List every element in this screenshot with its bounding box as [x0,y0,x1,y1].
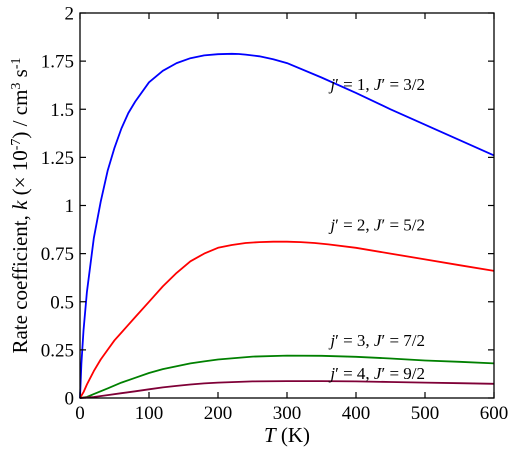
x-tick-label: 100 [135,403,164,424]
y-axis-title-post: ) / cm [8,90,32,139]
y-axis-title-mid: (× 10 [8,150,32,200]
x-tick-label: 500 [411,403,440,424]
series-label-3: j′ = 3, J′ = 7/2 [328,331,425,350]
series-layer [79,52,495,399]
x-axis-title-symbol: T [264,423,277,447]
series-label-2: j′ = 2, J′ = 5/2 [328,216,425,235]
series-line-1 [79,52,495,399]
y-axis-title-prefix: Rate coefficient, [8,210,32,354]
series-line-2 [79,240,495,399]
axis-ticks [79,12,495,399]
y-tick-label: 1.25 [41,148,74,169]
y-tick-label: 2 [65,4,75,25]
x-axis-title-unit: (K) [276,423,310,447]
x-axis-title: T (K) [264,423,310,447]
series-line-3 [79,354,495,399]
y-tick-label: 1.5 [50,100,74,121]
y-tick-label: 0.75 [41,244,74,265]
series-label-4: j′ = 4, J′ = 9/2 [328,364,425,383]
y-tick-label: 0.25 [41,340,74,361]
tick-labels: 0 100 200 300 400 500 600 0 0.25 0.5 0.75 1 1.25 1.5 1… [41,4,509,425]
y-axis-title-post2: s [8,69,32,82]
x-tick-label: 0 [75,403,85,424]
x-tick-label: 400 [342,403,371,424]
x-tick-label: 300 [273,403,302,424]
y-tick-label: 1 [65,196,75,217]
x-tick-label: 200 [204,403,233,424]
y-tick-label: 0 [65,389,75,410]
y-tick-label: 0.5 [50,292,74,313]
y-tick-label: 1.75 [41,52,74,73]
series-label-1: j′ = 1, J′ = 3/2 [328,75,425,94]
series-line-4 [79,380,495,399]
y-axis-title-symbol: k [8,200,32,210]
y-axis-title-exp: -7 [9,139,24,151]
series-labels: j′ = 1, J′ = 3/2 j′ = 2, J′ = 5/2 j′ = 3, … [328,75,425,383]
x-tick-label: 600 [480,403,509,424]
plot-frame [79,12,495,399]
y-axis-title: Rate coefficient, k (× 10-7) / cm3 s-1 [8,57,32,353]
y-axis-title-exp2: 3 [9,83,24,90]
y-axis-title-exp3: -1 [9,57,24,69]
